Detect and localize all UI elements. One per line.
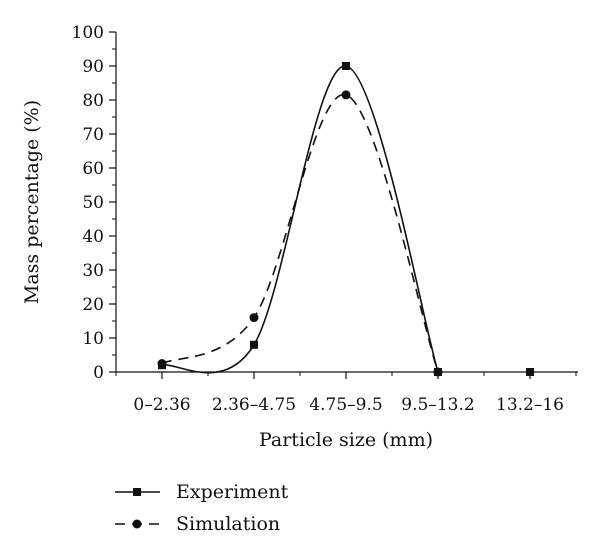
legend-label-simulation: Simulation (176, 513, 280, 535)
legend-marker-simulation (132, 519, 142, 529)
x-axis: 0–2.36 2.36–4.75 4.75–9.5 9.5–13.2 13.2–16 (115, 371, 578, 415)
x-axis-title: Particle size (mm) (259, 429, 433, 451)
y-tick-label: 70 (82, 125, 104, 145)
x-tick-label: 9.5–13.2 (401, 395, 474, 415)
y-tick-label: 10 (82, 329, 104, 349)
point-simulation (157, 359, 167, 368)
series-simulation (157, 90, 443, 377)
series-experiment (158, 62, 534, 376)
legend-label-experiment: Experiment (176, 481, 289, 503)
y-tick-label: 60 (82, 159, 104, 179)
y-axis: 0 10 20 30 40 50 60 70 80 90 100 (72, 23, 117, 383)
point-simulation (433, 367, 443, 377)
legend: Experiment Simulation (115, 481, 289, 535)
legend-item-simulation: Simulation (115, 513, 280, 535)
y-tick-label: 90 (82, 57, 104, 77)
y-axis-title: Mass percentage (%) (21, 100, 43, 304)
point-simulation (341, 90, 351, 100)
x-tick-label: 13.2–16 (496, 395, 564, 415)
series-layer (157, 62, 534, 377)
y-tick-label: 0 (93, 363, 104, 383)
y-tick-label: 20 (82, 295, 104, 315)
x-tick-label: 0–2.36 (133, 395, 190, 415)
point-experiment (526, 368, 534, 376)
y-tick-label: 50 (82, 193, 104, 213)
y-tick-label: 100 (72, 23, 104, 43)
series-line-experiment (161, 65, 439, 374)
point-experiment (250, 340, 258, 349)
x-tick-label: 2.36–4.75 (212, 395, 296, 415)
point-simulation (249, 313, 259, 323)
y-tick-label: 40 (82, 227, 104, 247)
y-tick-label: 80 (82, 91, 104, 111)
series-line-simulation (161, 94, 439, 373)
point-experiment (342, 62, 350, 70)
legend-item-experiment: Experiment (115, 481, 289, 503)
legend-marker-experiment (133, 488, 141, 496)
x-tick-label: 4.75–9.5 (309, 395, 382, 415)
y-tick-label: 30 (82, 261, 104, 281)
